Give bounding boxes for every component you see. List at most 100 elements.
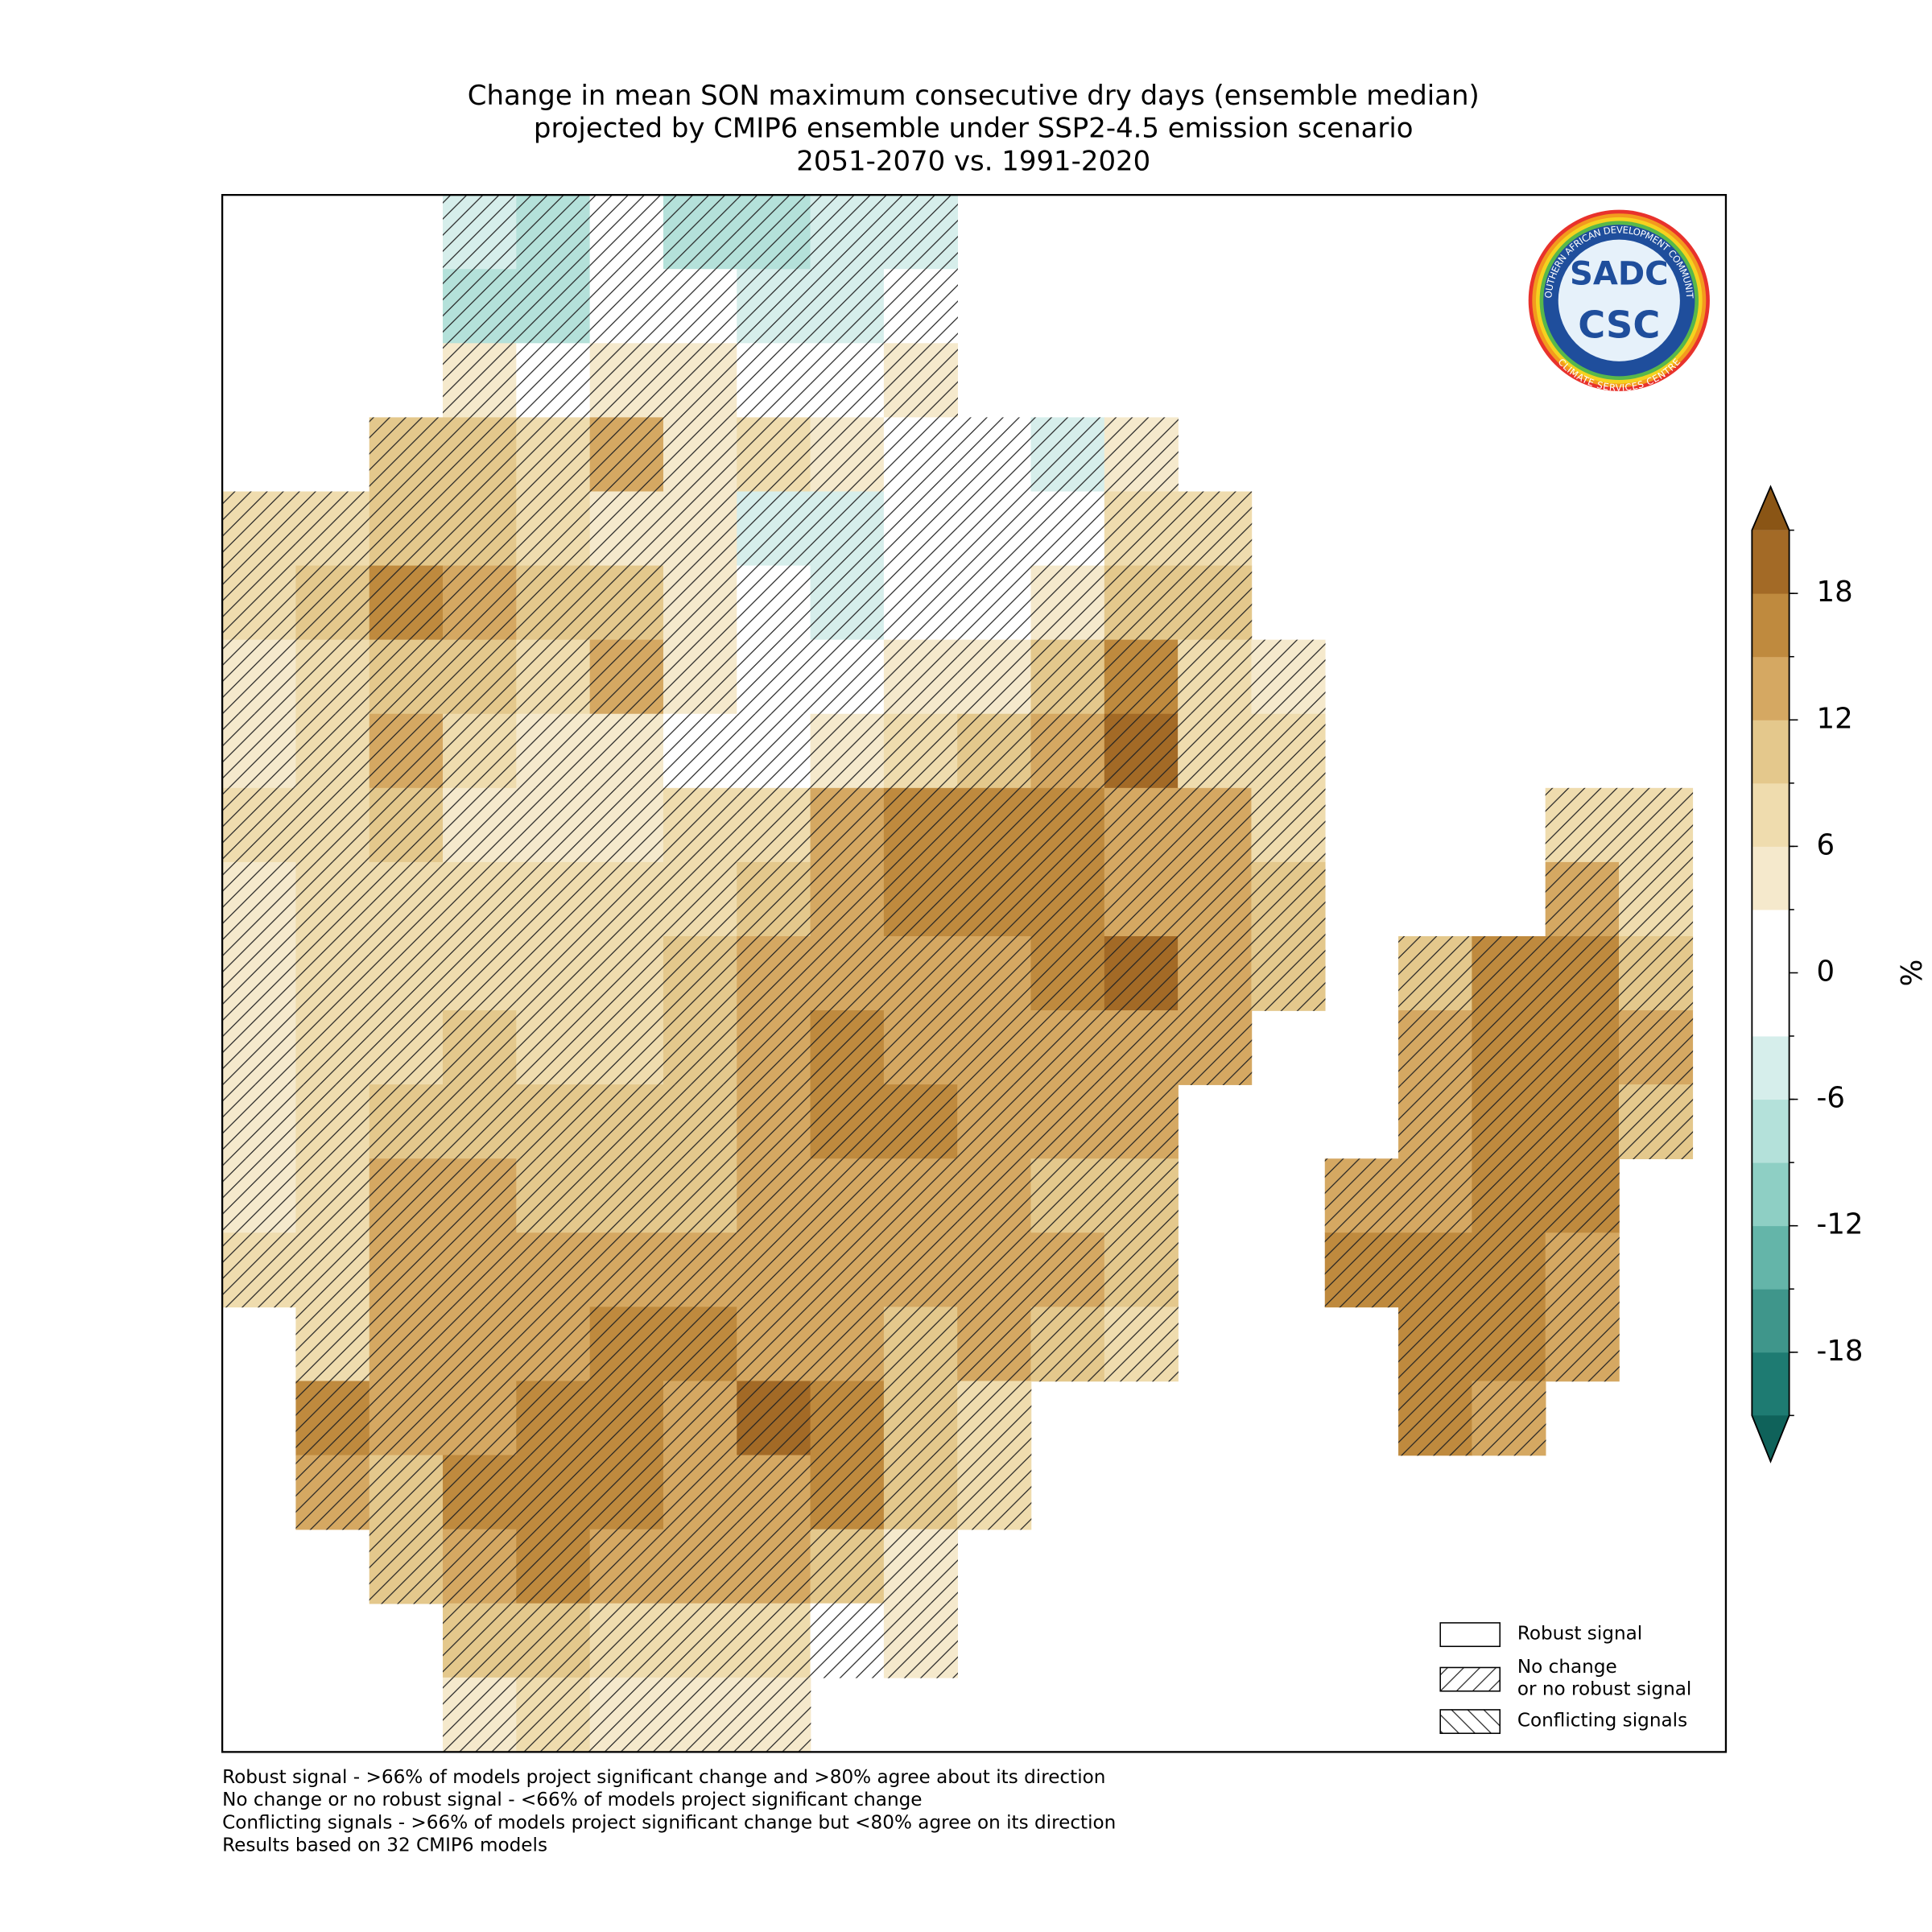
hatch <box>957 861 1032 937</box>
hatch <box>957 1010 1032 1085</box>
hatch <box>516 935 591 1011</box>
hatch <box>883 269 958 345</box>
hatch <box>1251 787 1326 863</box>
hatch <box>810 861 885 937</box>
footnote: Results based on 32 CMIP6 models <box>222 1835 547 1856</box>
colorbar-label: % <box>1896 960 1929 987</box>
hatch <box>1398 1010 1473 1085</box>
hatch <box>1030 1158 1105 1234</box>
hatch <box>1472 1232 1546 1308</box>
hatch <box>295 1010 370 1085</box>
hatch <box>737 1158 811 1234</box>
hatch <box>1178 861 1253 937</box>
hatch <box>663 417 738 493</box>
hatch <box>883 1307 958 1382</box>
hatch <box>1545 1232 1620 1308</box>
colorbar-under <box>1752 1415 1790 1462</box>
hatch <box>516 269 591 345</box>
hatch <box>1398 1307 1473 1382</box>
hatch <box>589 1158 664 1234</box>
hatch <box>1545 1158 1620 1234</box>
hatch <box>1104 1084 1179 1159</box>
hatch <box>589 1307 664 1382</box>
hatch <box>443 935 518 1011</box>
hatch <box>369 1455 444 1530</box>
hatch <box>222 1232 297 1308</box>
hatch <box>295 1455 370 1530</box>
hatch <box>1324 1232 1399 1308</box>
legend-label: No change <box>1517 1657 1617 1678</box>
hatch <box>810 1529 885 1604</box>
hatch <box>369 861 444 937</box>
hatch <box>1398 1381 1473 1456</box>
colorbar-tick-label: 18 <box>1817 576 1853 609</box>
hatch <box>737 861 811 937</box>
hatch <box>443 1232 518 1308</box>
hatch <box>589 343 664 419</box>
hatch <box>443 1158 518 1234</box>
hatch <box>295 713 370 789</box>
map-frame <box>221 194 1728 1753</box>
colorbar-tick-label: -18 <box>1817 1335 1864 1368</box>
hatch <box>222 713 297 789</box>
hatch <box>1104 861 1179 937</box>
hatch <box>516 1158 591 1234</box>
colorbar-over <box>1752 486 1790 530</box>
hatch <box>589 269 664 345</box>
hatch <box>1030 861 1105 937</box>
hatch <box>222 1084 297 1159</box>
chart-title: Change in mean SON maximum consecutive d… <box>468 80 1480 112</box>
hatch <box>516 1232 591 1308</box>
colorbar-swatch <box>1752 1289 1790 1353</box>
hatch <box>516 1381 591 1456</box>
hatch <box>369 935 444 1011</box>
hatch <box>516 861 591 937</box>
hatch <box>957 491 1032 567</box>
hatch <box>295 639 370 715</box>
hatch <box>443 565 518 641</box>
hatch <box>1545 861 1620 937</box>
hatch <box>1251 935 1326 1011</box>
hatch <box>1398 935 1473 1011</box>
hatch <box>516 1603 591 1678</box>
hatch <box>810 1232 885 1308</box>
hatch <box>810 491 885 567</box>
colorbar-swatch <box>1752 530 1790 594</box>
hatch <box>369 639 444 715</box>
hatch <box>1104 639 1179 715</box>
hatch <box>663 1010 738 1085</box>
hatch <box>737 1307 811 1382</box>
logo-disc <box>1558 239 1680 361</box>
hatch <box>1398 1084 1473 1159</box>
hatch <box>663 1603 738 1678</box>
hatch <box>663 343 738 419</box>
colorbar-swatch <box>1752 593 1790 658</box>
hatch <box>883 195 958 270</box>
hatch <box>737 1455 811 1530</box>
hatch <box>369 1010 444 1085</box>
colorbar-swatch <box>1752 720 1790 784</box>
hatch <box>1178 1010 1253 1085</box>
hatch <box>516 1307 591 1382</box>
hatch <box>1030 713 1105 789</box>
hatch <box>1030 787 1105 863</box>
hatch <box>1104 787 1179 863</box>
footnote: Robust signal - >66% of models project s… <box>222 1767 1105 1788</box>
logo-text: SADC <box>1570 255 1669 292</box>
colorbar-swatch <box>1752 1352 1790 1416</box>
hatch <box>883 1381 958 1456</box>
hatch <box>516 195 591 270</box>
hatch <box>1104 935 1179 1011</box>
hatch <box>516 639 591 715</box>
colorbar-swatch <box>1752 656 1790 720</box>
hatch <box>957 1381 1032 1456</box>
hatch <box>663 1529 738 1604</box>
colorbar-tick-label: 0 <box>1817 955 1835 988</box>
hatch <box>883 1010 958 1085</box>
hatch <box>369 1529 444 1604</box>
hatch <box>1104 1307 1179 1382</box>
hatch <box>737 1381 811 1456</box>
hatch <box>589 935 664 1011</box>
hatch <box>737 787 811 863</box>
